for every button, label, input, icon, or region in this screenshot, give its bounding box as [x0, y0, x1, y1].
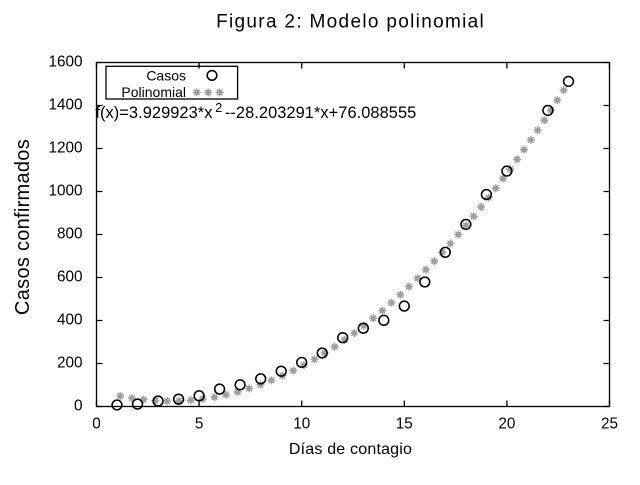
svg-text:1600: 1600 [48, 54, 82, 71]
svg-text:Días de contagio: Días de contagio [289, 441, 412, 458]
svg-text:20: 20 [498, 416, 515, 433]
svg-text:Casos confirmados: Casos confirmados [12, 139, 34, 315]
svg-text:Figura 2: Modelo polinomial: Figura 2: Modelo polinomial [216, 12, 485, 33]
svg-text:0: 0 [74, 398, 83, 415]
svg-text:800: 800 [57, 226, 83, 243]
svg-text:200: 200 [57, 355, 83, 372]
svg-text:Polinomial: Polinomial [121, 84, 186, 100]
svg-text:0: 0 [92, 416, 101, 433]
svg-text:Casos: Casos [146, 68, 186, 84]
svg-text:25: 25 [601, 416, 618, 433]
svg-text:f(x)=3.929923*x2--28.203291*x+: f(x)=3.929923*x 2 --28.203291*x+76.088555 [95, 101, 416, 122]
svg-text:1400: 1400 [48, 97, 82, 114]
svg-text:10: 10 [293, 416, 310, 433]
svg-text:5: 5 [195, 416, 204, 433]
svg-text:1000: 1000 [48, 183, 82, 200]
svg-text:600: 600 [57, 269, 83, 286]
svg-text:1200: 1200 [48, 140, 82, 157]
svg-text:15: 15 [396, 416, 413, 433]
svg-text:400: 400 [57, 312, 83, 329]
